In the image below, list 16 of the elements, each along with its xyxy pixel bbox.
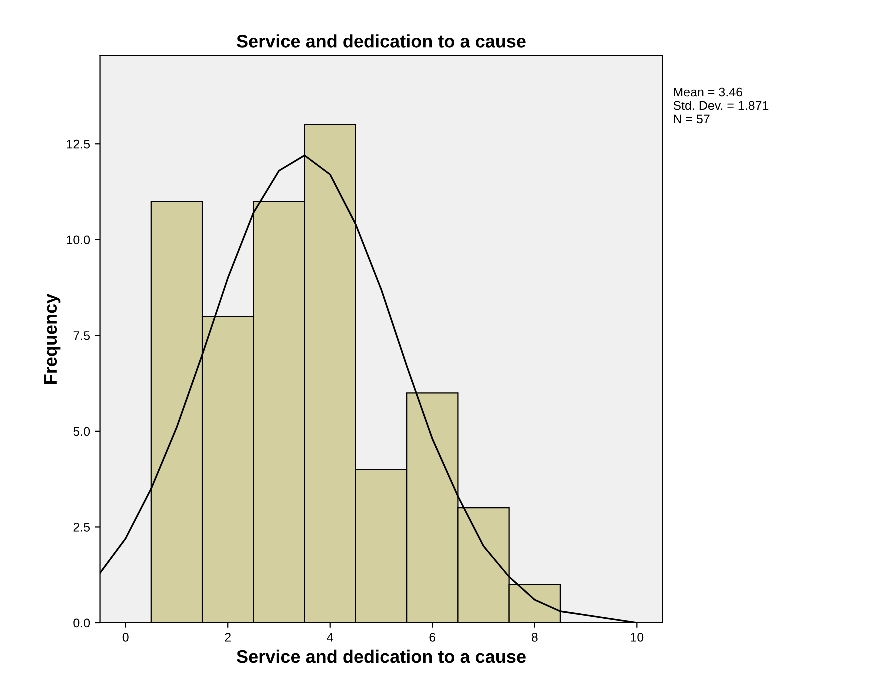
x-tick-label: 4 bbox=[327, 633, 334, 642]
y-tick-label: 2.5 bbox=[74, 523, 90, 532]
x-axis-title: Service and dedication to a cause bbox=[237, 650, 526, 664]
y-tick-label: 0.0 bbox=[74, 618, 90, 628]
x-tick-label: 6 bbox=[430, 633, 436, 642]
y-tick-label: 10.0 bbox=[67, 236, 90, 245]
y-tick-label: 5.0 bbox=[74, 427, 90, 436]
x-tick-label: 8 bbox=[532, 633, 538, 642]
x-tick-label: 2 bbox=[225, 633, 231, 642]
y-axis-title: Frequency bbox=[44, 294, 61, 384]
x-tick-label: 10 bbox=[631, 633, 644, 642]
text: Mean = 3.46 Std. Dev. = 1.871 N = 57 bbox=[674, 88, 769, 124]
chart-title: Service and dedication to a cause bbox=[237, 34, 526, 48]
x-tick-label: 0 bbox=[122, 633, 129, 642]
y-tick-label: 7.5 bbox=[74, 332, 90, 340]
y-tick-label: 12.5 bbox=[67, 140, 90, 149]
